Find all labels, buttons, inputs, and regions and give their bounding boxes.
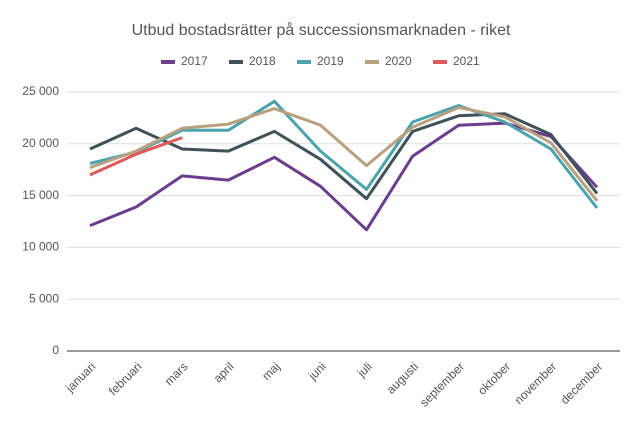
legend-label: 2019 (317, 54, 344, 68)
series-line (89, 112, 599, 201)
series-line (89, 136, 183, 177)
y-tick-label: 25 000 (22, 84, 59, 98)
y-tick-label: 20 000 (22, 136, 59, 150)
series-line (89, 99, 599, 209)
chart-title: Utbud bostadsrätter på successionsmarkna… (132, 21, 511, 39)
y-tick-label: 10 000 (22, 240, 59, 254)
series-line (89, 106, 599, 202)
legend-label: 2018 (249, 54, 276, 68)
legend-label: 2017 (181, 54, 208, 68)
y-tick-label: 5 000 (29, 291, 59, 305)
legend-label: 2021 (453, 54, 480, 68)
legend-label: 2020 (385, 54, 412, 68)
y-tick-label: 0 (52, 343, 59, 357)
y-tick-label: 15 000 (22, 188, 59, 202)
